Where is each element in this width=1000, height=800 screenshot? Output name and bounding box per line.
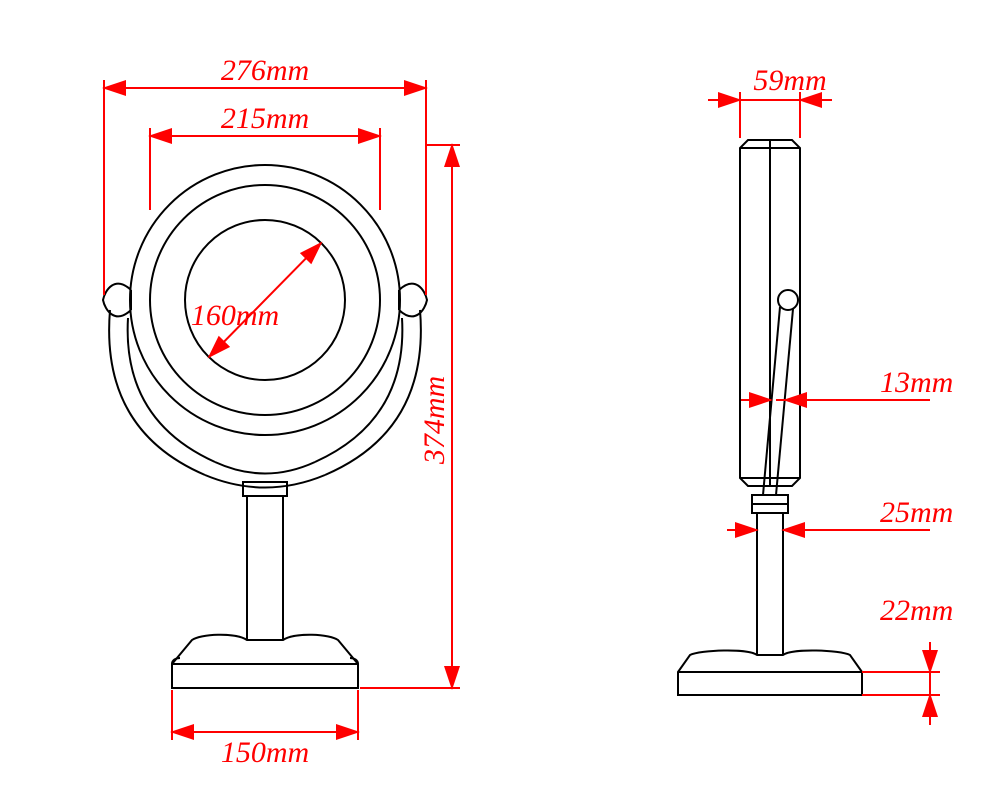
stem	[247, 496, 283, 640]
dim-150: 150mm	[172, 690, 358, 769]
side-base	[678, 650, 862, 695]
dim-label-150: 150mm	[221, 736, 309, 769]
dim-276: 276mm	[104, 54, 426, 295]
dim-label-22: 22mm	[880, 594, 953, 627]
dim-label-215: 215mm	[221, 102, 309, 135]
side-pivot	[778, 290, 798, 310]
dim-label-160: 160mm	[191, 299, 279, 332]
dim-label-25: 25mm	[880, 496, 953, 529]
dim-59: 59mm	[708, 64, 832, 138]
pivot-right	[399, 284, 427, 317]
dim-label-374: 374mm	[418, 376, 451, 465]
side-stem	[757, 513, 783, 655]
dim-label-59: 59mm	[753, 64, 826, 97]
dim-label-276: 276mm	[221, 54, 309, 87]
dim-label-13: 13mm	[880, 366, 953, 399]
dim-22: 22mm	[862, 594, 953, 725]
side-view: 59mm 13mm 25mm 22mm	[678, 64, 953, 725]
stem-collar	[243, 482, 287, 496]
dim-215: 215mm	[150, 102, 380, 210]
side-collar	[752, 495, 788, 513]
base	[172, 635, 358, 688]
side-mirror-body	[740, 140, 800, 486]
pivot-left	[103, 284, 131, 317]
front-view: 276mm 215mm 160mm 374mm 150mm	[103, 54, 460, 769]
dim-160: 160mm	[191, 243, 321, 357]
